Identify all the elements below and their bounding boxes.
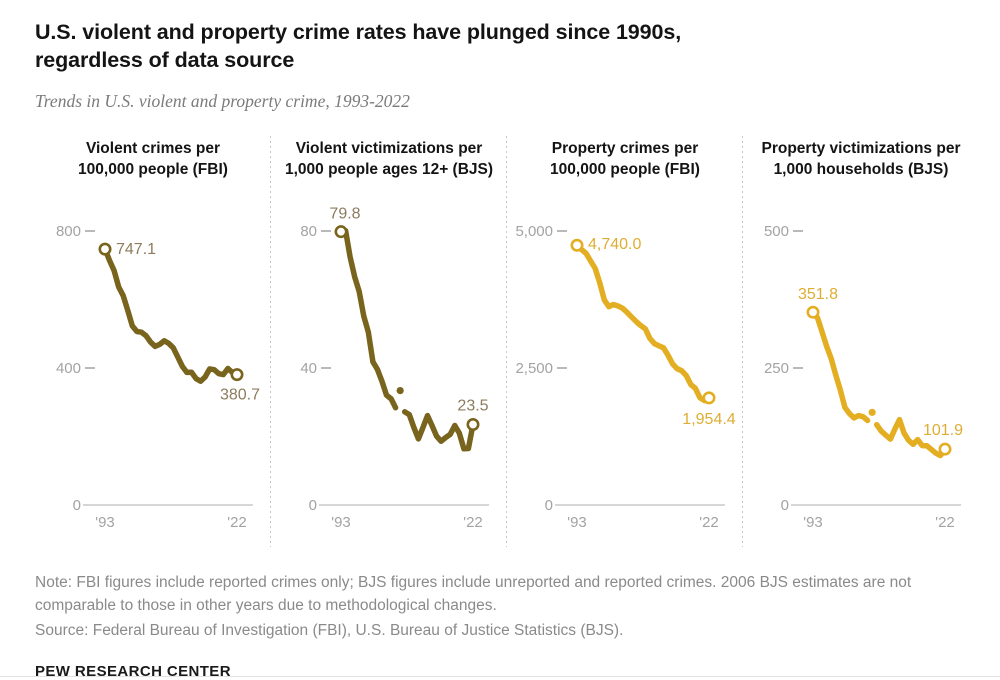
start-value-label: 79.8 <box>329 205 360 222</box>
end-point-marker <box>230 367 244 381</box>
end-value-label: 23.5 <box>457 397 488 414</box>
end-point-marker <box>466 417 480 431</box>
panel-divider <box>270 135 271 547</box>
start-point-marker <box>806 305 820 319</box>
panel-title-line: 100,000 people (FBI) <box>78 161 228 179</box>
x-axis-label-end: '22 <box>935 514 955 531</box>
pew-research-center-wordmark: PEW RESEARCH CENTER <box>35 662 231 680</box>
start-point-marker <box>334 224 348 238</box>
page-title-line-2: regardless of data source <box>35 48 295 73</box>
crime-trend-line <box>401 408 476 452</box>
line-chart-violent-victimizations-bjs: 80 40 0 '93 '22 79.8 23.5 <box>300 205 489 531</box>
chart-footer: Note: FBI figures include reported crime… <box>35 571 965 680</box>
y-axis-tick-label: 500 <box>764 223 789 240</box>
end-point-marker <box>938 442 952 456</box>
start-value-label: 4,740.0 <box>588 236 641 253</box>
y-axis-tick-label: 0 <box>545 497 553 514</box>
panel-title-line: Violent victimizations per <box>295 139 483 157</box>
crime-trend-line <box>810 309 871 423</box>
x-axis-label-start: '93 <box>95 514 115 531</box>
chart-panel-violent-crimes-fbi: Violent crimes per 100,000 people (FBI) … <box>35 132 271 553</box>
start-value-label: 351.8 <box>798 286 838 303</box>
page-subtitle: Trends in U.S. violent and property crim… <box>35 90 410 111</box>
end-point-marker <box>702 391 716 405</box>
x-axis-label-start: '93 <box>331 514 351 531</box>
x-axis-label-start: '93 <box>567 514 587 531</box>
crime-trend-line <box>338 227 399 411</box>
start-point-marker <box>98 242 112 256</box>
chart-panel-property-crimes-fbi: Property crimes per 100,000 people (FBI)… <box>507 132 743 553</box>
panel-title-line: Property crimes per <box>551 139 699 157</box>
crime-trend-line <box>102 246 240 384</box>
source-text: Source: Federal Bureau of Investigation … <box>35 622 624 640</box>
end-value-label: 1,954.4 <box>682 411 735 428</box>
line-chart-violent-crimes-fbi: 800 400 0 '93 '22 747.1 380.7 <box>56 223 260 531</box>
y-axis-tick-label: 5,000 <box>515 223 553 240</box>
note-text: Note: FBI figures include reported crime… <box>35 573 912 614</box>
y-axis-tick-label: 0 <box>309 497 317 514</box>
bottom-divider <box>0 676 1000 677</box>
gap-year-dot <box>396 386 404 394</box>
y-axis-tick-label: 80 <box>300 223 317 240</box>
y-axis-tick-label: 40 <box>300 360 317 377</box>
line-chart-property-victimizations-bjs: 500 250 0 '93 '22 351.8 101.9 <box>764 223 963 531</box>
y-axis-tick-label: 400 <box>56 360 81 377</box>
panel-title-violent-victimizations-bjs: Violent victimizations per 1,000 people … <box>273 138 505 184</box>
panel-title-line: 1,000 households (BJS) <box>773 161 949 179</box>
y-axis-tick-label: 250 <box>764 360 789 377</box>
end-value-label: 101.9 <box>923 422 963 439</box>
panel-title-property-crimes-fbi: Property crimes per 100,000 people (FBI) <box>509 138 741 184</box>
x-axis-label-end: '22 <box>227 514 247 531</box>
crime-trend-line <box>574 242 712 404</box>
page-title: U.S. violent and property crime rates ha… <box>35 18 965 75</box>
gap-year-dot <box>868 408 876 416</box>
x-axis-label-end: '22 <box>463 514 483 531</box>
panel-title-line: 1,000 people ages 12+ (BJS) <box>284 161 494 179</box>
panel-title-violent-crimes-fbi: Violent crimes per 100,000 people (FBI) <box>37 138 269 184</box>
page-title-line-1: U.S. violent and property crime rates ha… <box>35 20 682 44</box>
y-axis-tick-label: 800 <box>56 223 81 240</box>
panel-divider <box>506 135 507 547</box>
panel-title-line: Violent crimes per <box>85 139 221 157</box>
panel-title-line: 100,000 people (FBI) <box>550 161 700 179</box>
end-value-label: 380.7 <box>220 386 260 403</box>
x-axis-label-start: '93 <box>803 514 823 531</box>
chart-panel-violent-victimizations-bjs: Violent victimizations per 1,000 people … <box>271 132 507 553</box>
start-value-label: 747.1 <box>116 241 156 258</box>
panel-divider <box>742 135 743 547</box>
y-axis-tick-label: 0 <box>73 497 81 514</box>
crime-trend-line <box>873 416 948 458</box>
chart-panels-row: Violent crimes per 100,000 people (FBI) … <box>35 132 965 553</box>
y-axis-tick-label: 0 <box>781 497 789 514</box>
panel-title-line: Property victimizations per <box>761 139 961 157</box>
x-axis-label-end: '22 <box>699 514 719 531</box>
line-chart-property-crimes-fbi: 5,000 2,500 0 '93 '22 4,740.0 1,954.4 <box>515 223 735 531</box>
y-axis-tick-label: 2,500 <box>515 360 553 377</box>
panel-title-property-victimizations-bjs: Property victimizations per 1,000 househ… <box>745 138 977 184</box>
chart-panel-property-victimizations-bjs: Property victimizations per 1,000 househ… <box>743 132 979 553</box>
start-point-marker <box>570 238 584 252</box>
